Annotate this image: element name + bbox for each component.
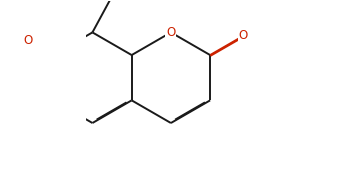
Text: O: O — [239, 29, 248, 42]
Text: O: O — [166, 26, 176, 39]
Text: O: O — [23, 34, 32, 47]
